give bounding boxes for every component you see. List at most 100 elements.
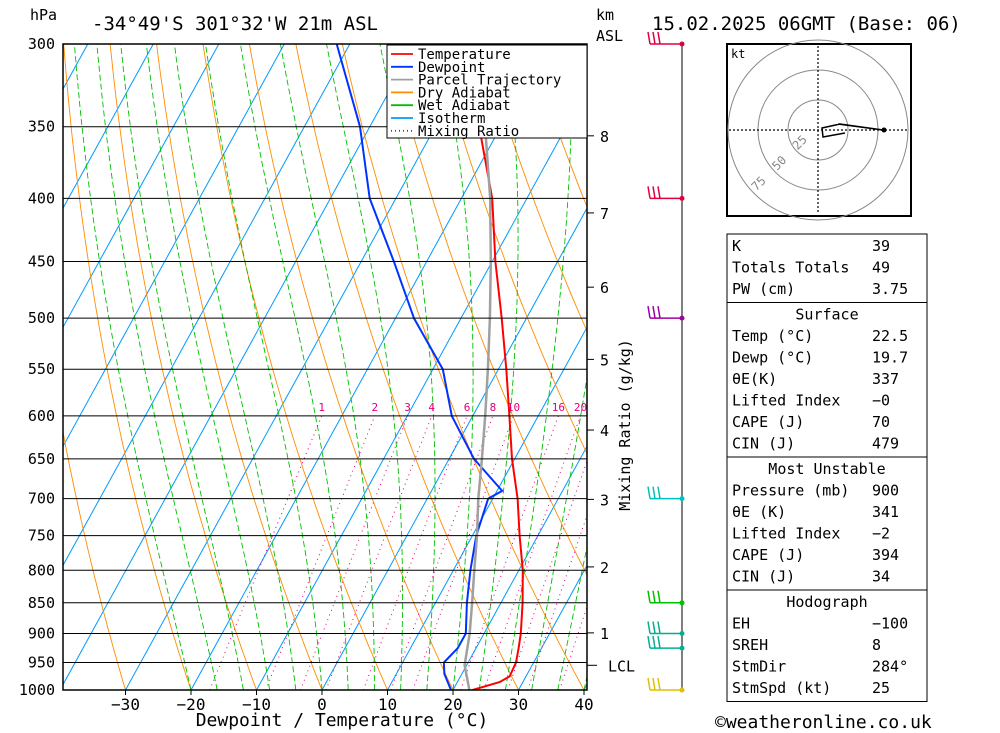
km-tick-label: 1 — [600, 625, 609, 643]
isotherm-line — [321, 207, 587, 690]
wind-profile — [647, 31, 685, 693]
mixing-ratio-line — [265, 415, 376, 690]
wind-barb-flag — [647, 186, 651, 199]
pressure-tick-label: 350 — [28, 118, 55, 136]
wind-barb-flag — [657, 486, 661, 499]
index-value: 337 — [872, 370, 899, 388]
temperature-tick-label: −20 — [177, 695, 206, 714]
dry-adiabat-line — [248, 44, 454, 690]
mixing-ratio-line — [527, 513, 587, 690]
index-value: 479 — [872, 435, 899, 453]
wind-barb-flag — [657, 677, 661, 691]
forecast-datetime: 15.02.2025 06GMT (Base: 06) — [652, 13, 961, 35]
legend-label: Isotherm — [418, 111, 485, 127]
pressure-tick-label: 650 — [28, 450, 55, 468]
index-block — [726, 589, 928, 702]
pressure-tick-label: 800 — [28, 561, 55, 579]
legend-box — [386, 44, 588, 139]
index-label: CAPE (J) — [732, 413, 804, 431]
km-tick-label: 8 — [600, 128, 609, 146]
legend-label: Temperature — [418, 47, 511, 63]
index-label: CIN (J) — [732, 568, 795, 586]
index-value: 900 — [872, 482, 899, 500]
wind-barb-flag — [647, 677, 651, 691]
index-value: −100 — [872, 615, 908, 633]
hodograph-trace — [821, 123, 884, 138]
index-label: Pressure (mb) — [732, 482, 849, 500]
legend-label: Dewpoint — [418, 60, 485, 76]
temperature-tick-label: −30 — [111, 695, 140, 714]
wind-barb-flag — [657, 31, 661, 45]
index-label: θE (K) — [732, 503, 786, 521]
index-value: 3.75 — [872, 280, 908, 298]
mixing-ratio-label: 16 — [552, 401, 565, 414]
pressure-tick-label: 750 — [28, 527, 55, 545]
wet-adiabat-line — [326, 44, 403, 690]
wind-barb-flag — [652, 186, 656, 199]
wet-adiabat-line — [440, 44, 474, 690]
hodograph-ring — [727, 39, 909, 221]
isotherm-line — [0, 44, 22, 690]
wind-level-dot — [679, 630, 685, 636]
wet-adiabat-line — [145, 44, 271, 690]
index-value: 39 — [872, 237, 890, 255]
station-title: -34°49'S 301°32'W 21m ASL — [92, 13, 378, 35]
index-value: 22.5 — [872, 327, 908, 345]
mixing-ratio-label: 2 — [371, 401, 378, 414]
mixing-ratio-line — [390, 415, 494, 690]
wet-adiabat-line — [557, 544, 587, 690]
wind-barb-flag — [647, 621, 651, 634]
pressure-tick-label: 950 — [28, 653, 55, 671]
wind-barb-flag — [647, 31, 651, 45]
wind-level-dot — [679, 41, 685, 47]
dry-adiabat-line — [481, 44, 587, 333]
index-value: 19.7 — [872, 349, 908, 367]
pressure-tick-label: 600 — [28, 407, 55, 425]
index-label: CIN (J) — [732, 435, 795, 453]
mixing-ratio-line — [300, 415, 409, 690]
km-unit-label: km — [596, 6, 614, 24]
hodograph-unit-label: kt — [731, 47, 745, 61]
wind-barb-flag — [657, 186, 661, 199]
isotherm-line — [63, 44, 416, 686]
isotherm-line — [387, 326, 587, 690]
temperature-tick-label: 30 — [509, 695, 528, 714]
wind-level-dot — [679, 195, 685, 201]
index-label: StmDir — [732, 658, 786, 676]
wind-level-dot — [679, 315, 685, 321]
isotherm-line — [63, 44, 154, 210]
dry-adiabat-line — [992, 44, 1000, 690]
index-value: 34 — [872, 568, 890, 586]
isotherm-line — [452, 445, 587, 690]
wind-barb-flag — [657, 621, 661, 634]
index-label: CAPE (J) — [732, 546, 804, 564]
temperature-tick-label: 0 — [317, 695, 327, 714]
hodograph-point — [881, 127, 887, 133]
pressure-tick-label: 700 — [28, 490, 55, 508]
mixing-ratio-line — [507, 459, 587, 690]
index-label: Lifted Index — [732, 392, 840, 410]
mixing-ratio-label: 4 — [428, 401, 435, 414]
index-label: Lifted Index — [732, 525, 840, 543]
index-label: EH — [732, 615, 750, 633]
wind-barb-flag — [652, 305, 656, 319]
index-value: 49 — [872, 259, 890, 277]
wind-barb-flag — [647, 636, 651, 649]
pressure-tick-label: 550 — [28, 360, 55, 378]
wet-adiabat-line — [504, 44, 573, 690]
temperature-tick-label: 10 — [378, 695, 397, 714]
mixing-ratio-label: 8 — [490, 401, 497, 414]
wind-level-dot — [679, 687, 685, 693]
isotherm-line — [63, 44, 220, 329]
mixing-ratio-line — [209, 415, 323, 690]
pressure-tick-label: 450 — [28, 253, 55, 271]
wind-barb-flag — [652, 590, 656, 603]
wind-barb-flag — [652, 677, 656, 691]
lcl-label: LCL — [608, 657, 635, 675]
legend-label: Wet Adiabat — [418, 98, 511, 114]
wet-adiabat-line — [96, 44, 218, 690]
mixing-ratio-label: 6 — [464, 401, 471, 414]
mixing-ratio-label: 1 — [318, 401, 325, 414]
mixing-ratio-label: 25 — [596, 401, 609, 414]
